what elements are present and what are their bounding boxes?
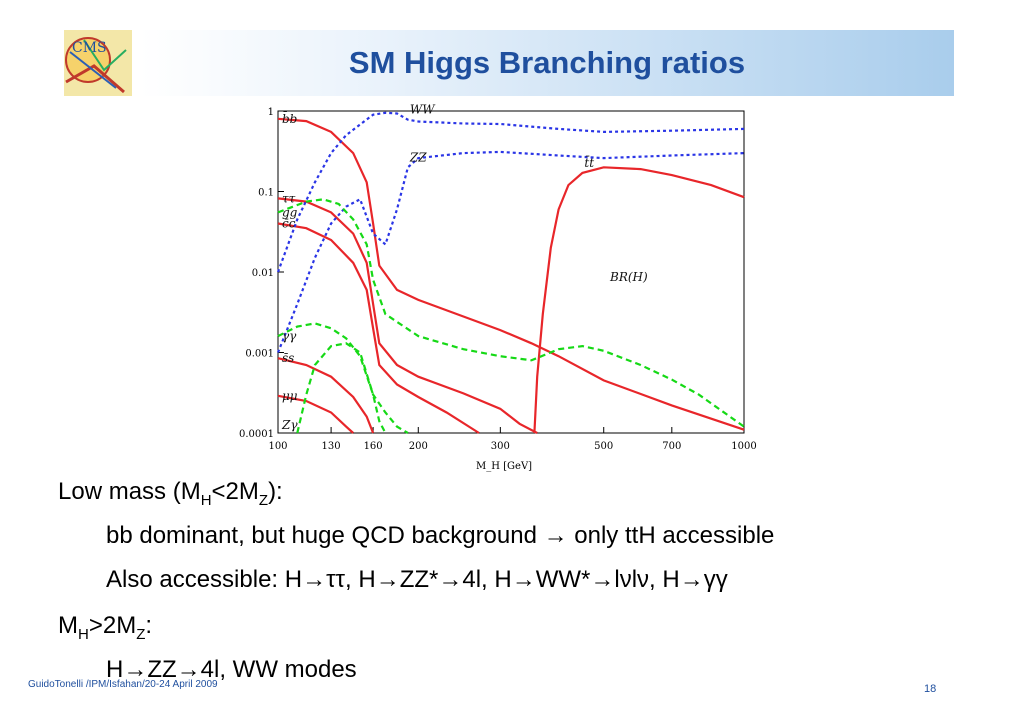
bullet-bb-dominant: bb dominant, but huge QCD background → o…	[106, 522, 775, 549]
bullet-high-mass: MH>2MZ:	[58, 612, 153, 643]
y-axis: 1 0.1 0.01 0.001 0.0001	[239, 107, 284, 440]
cms-logo: CMS	[64, 30, 132, 96]
series-line	[296, 342, 409, 434]
series-label: WW	[410, 103, 436, 117]
series-label: γγ	[282, 329, 297, 343]
series-label: Zγ	[281, 418, 298, 432]
y-tick-label: 0.01	[252, 268, 274, 279]
x-tick-label: 130	[322, 441, 341, 452]
series-line	[276, 111, 745, 273]
series-line	[277, 357, 375, 434]
bullet-also-accessible: Also accessible: H→ττ, H→ZZ*→4l, H→WW*→l…	[106, 566, 728, 593]
series-line	[276, 150, 745, 353]
series-line	[277, 394, 354, 434]
branching-ratio-chart: 1 0.1 0.01 0.001 0.0001 100 130 160 200 300 500 70…	[239, 103, 757, 472]
series-label: gg	[282, 205, 298, 219]
series-label: μμ	[282, 389, 298, 403]
series-label: ττ	[282, 191, 296, 205]
bullet-zz-ww-modes: H→ZZ→4l, WW modes	[106, 656, 357, 683]
bullet-low-mass: Low mass (MH<2MZ):	[58, 478, 283, 509]
y-tick-label: 0.1	[258, 188, 274, 199]
x-axis-title: M_H [GeV]	[476, 461, 532, 472]
y-tick-label: 1	[268, 107, 274, 118]
x-axis: 100 130 160 200 300 500 700 1000	[268, 427, 757, 452]
series-label: ZZ	[409, 150, 427, 164]
x-tick-label: 700	[662, 441, 681, 452]
series-line	[277, 322, 387, 434]
x-tick-label: 160	[364, 441, 383, 452]
series-group	[276, 111, 745, 434]
series-line	[277, 117, 745, 431]
br-annotation: BR(H)	[609, 270, 648, 284]
x-tick-label: 300	[491, 441, 510, 452]
page-number: 18	[924, 683, 937, 695]
series-line	[277, 197, 538, 434]
series-label: b̄b	[282, 110, 297, 126]
slide-title: SM Higgs Branching ratios	[348, 45, 746, 80]
series-label: s̄s	[282, 351, 294, 365]
series-line	[277, 198, 745, 428]
y-tick-label: 0.0001	[239, 429, 274, 440]
series-line	[533, 166, 745, 434]
series-label: c̄c	[282, 217, 296, 231]
title-bar	[140, 30, 954, 96]
x-tick-label: 200	[409, 441, 428, 452]
svg-text:CMS: CMS	[72, 40, 107, 56]
x-tick-label: 500	[594, 441, 613, 452]
series-labels: b̄b ττ c̄c s̄s μμ t̄t WW ZZ gg γγ Zγ	[281, 103, 594, 432]
series-line	[277, 222, 480, 434]
plot-frame	[277, 110, 745, 434]
x-tick-label: 100	[268, 441, 287, 452]
series-label: t̄t	[584, 154, 594, 170]
x-tick-label: 1000	[731, 441, 756, 452]
y-tick-label: 0.001	[245, 349, 274, 360]
footer-text: GuidoTonelli /IPM/Isfahan/20-24 April 20…	[28, 679, 218, 690]
